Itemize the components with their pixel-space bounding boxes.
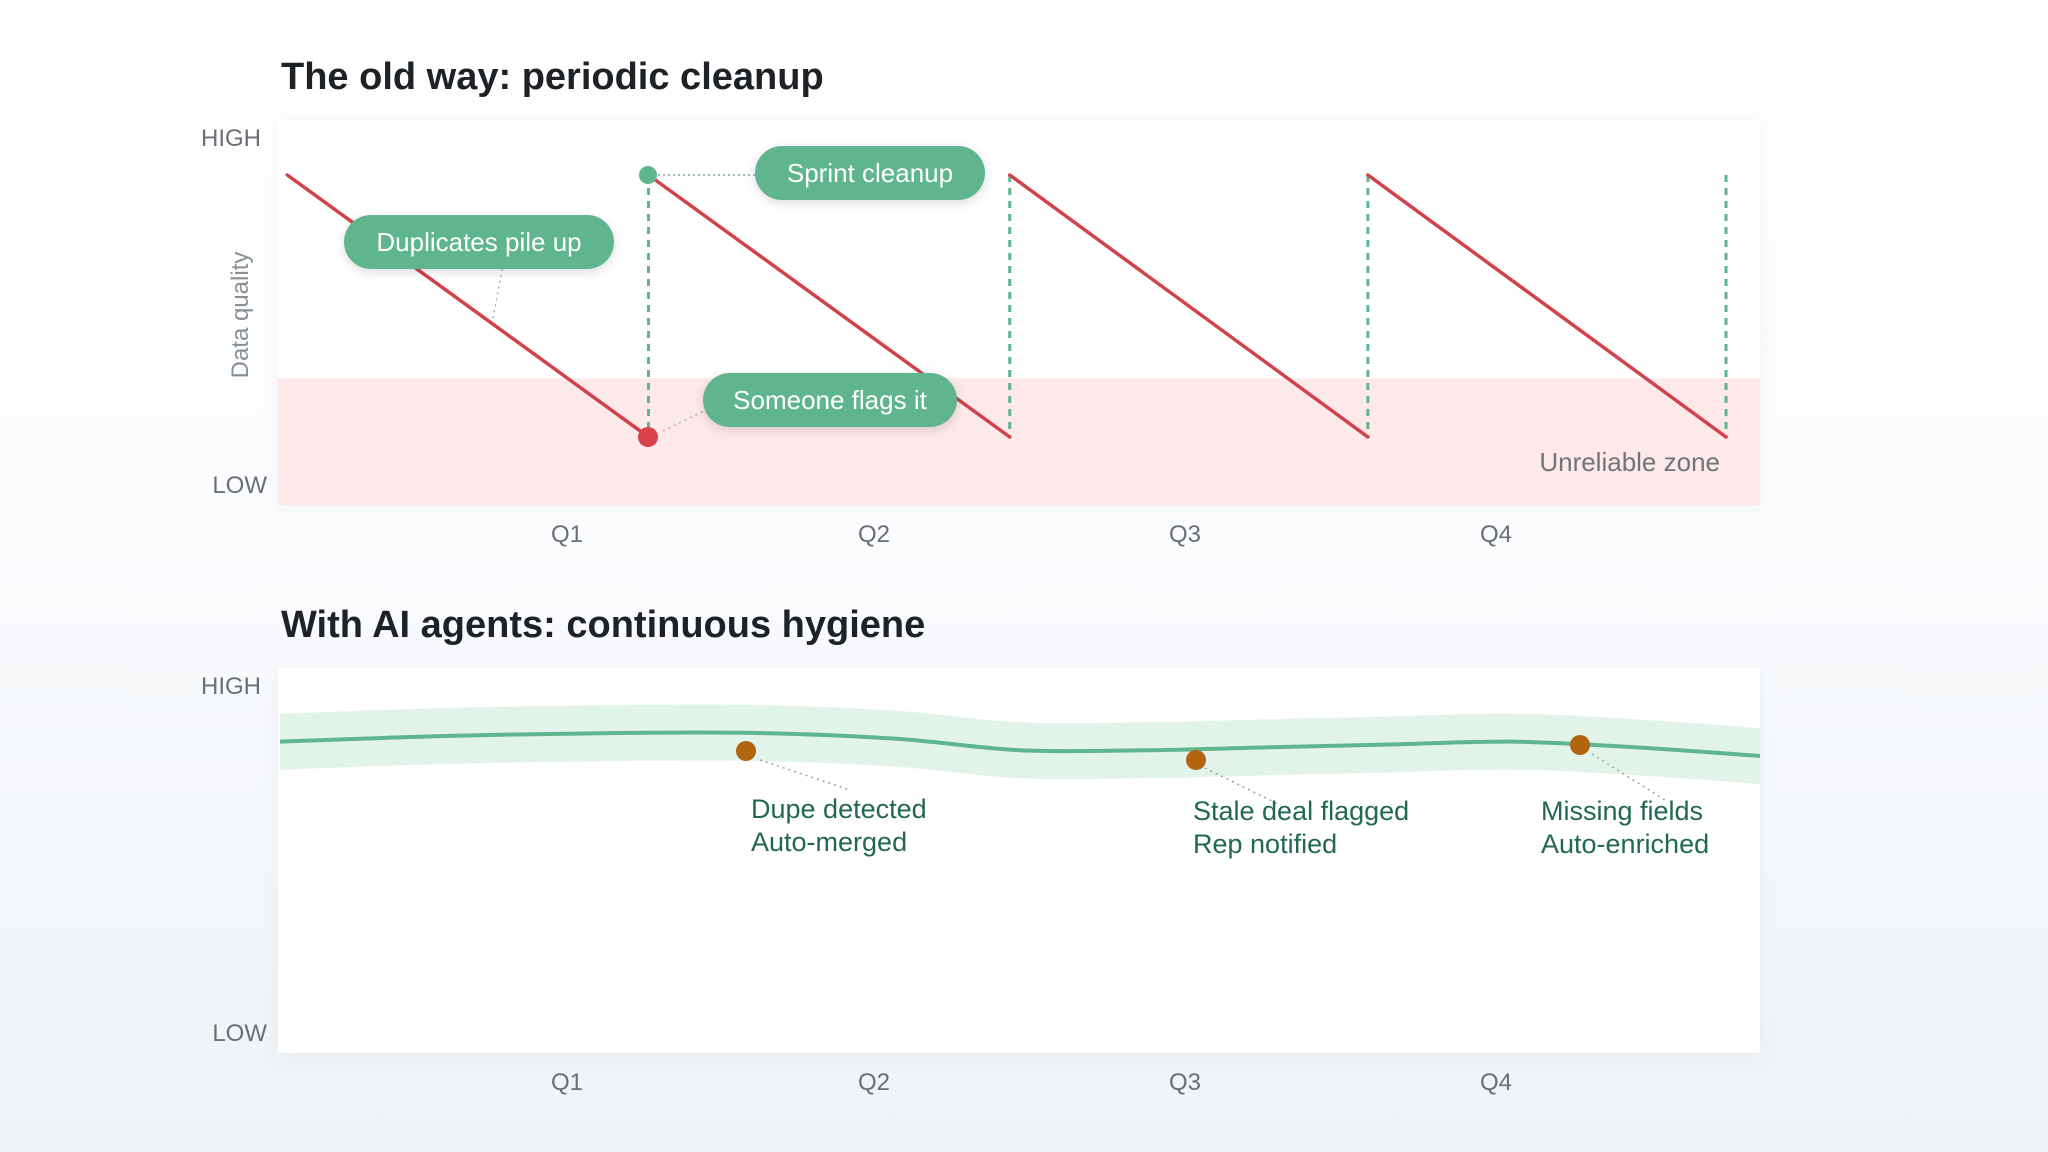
callout-sprint: Sprint cleanup xyxy=(755,146,985,200)
event-dot-3 xyxy=(1570,735,1590,755)
event-line1-1: Dupe detected xyxy=(751,794,927,824)
callout-flags: Someone flags it xyxy=(703,373,957,427)
chart-ai-agents: With AI agents: continuous hygiene HIGH … xyxy=(201,604,1761,1096)
x-tick-q1: Q1 xyxy=(551,521,583,548)
x-tick-q2: Q2 xyxy=(858,1069,890,1096)
sprint-cleanup-dot xyxy=(639,166,657,184)
event-dot-2 xyxy=(1186,750,1206,770)
x-tick-q3: Q3 xyxy=(1169,521,1201,548)
chart1-y-low: LOW xyxy=(212,472,267,499)
unreliable-zone-label: Unreliable zone xyxy=(1539,447,1720,477)
event-line2-1: Auto-merged xyxy=(751,827,907,857)
event-leader-3 xyxy=(1591,753,1666,801)
flag-low-dot xyxy=(638,427,658,447)
chart1-y-high: HIGH xyxy=(201,125,261,152)
event-line2-3: Auto-enriched xyxy=(1541,829,1709,859)
chart2-y-low: LOW xyxy=(212,1020,267,1047)
chart-old-way: The old way: periodic cleanup HIGH LOW D… xyxy=(201,56,1760,548)
chart1-title: The old way: periodic cleanup xyxy=(281,56,824,98)
chart2-x-ticks: Q1 Q2 Q3 Q4 xyxy=(551,1069,1512,1096)
decline-segment-4 xyxy=(1366,173,1728,439)
decline-segment-1 xyxy=(285,173,651,439)
callout-sprint-label: Sprint cleanup xyxy=(787,158,953,188)
x-tick-q4: Q4 xyxy=(1480,521,1512,548)
chart2-y-high: HIGH xyxy=(201,673,261,700)
event-leader-2 xyxy=(1204,767,1281,806)
event-leader-1 xyxy=(759,759,851,791)
leader-flags xyxy=(662,409,707,432)
event-line1-2: Stale deal flagged xyxy=(1193,796,1409,826)
quality-line xyxy=(279,730,1761,758)
x-tick-q3: Q3 xyxy=(1169,1069,1201,1096)
x-tick-q1: Q1 xyxy=(551,1069,583,1096)
x-tick-q4: Q4 xyxy=(1480,1069,1512,1096)
quality-decline-series xyxy=(285,173,1728,439)
decline-segment-3 xyxy=(1007,173,1370,439)
callout-duplicates: Duplicates pile up xyxy=(344,215,614,269)
chart1-ylabel: Data quality xyxy=(227,252,254,379)
callout-flags-label: Someone flags it xyxy=(733,385,927,415)
chart2-title: With AI agents: continuous hygiene xyxy=(281,604,925,646)
unreliable-zone xyxy=(278,378,1760,505)
callout-duplicates-label: Duplicates pile up xyxy=(376,227,581,257)
event-dot-1 xyxy=(736,741,756,761)
chart1-x-ticks: Q1 Q2 Q3 Q4 xyxy=(551,521,1512,548)
x-tick-q2: Q2 xyxy=(858,521,890,548)
quality-band xyxy=(280,704,1760,784)
cleanup-markers xyxy=(647,175,1728,437)
event-line1-3: Missing fields xyxy=(1541,796,1703,826)
event-line2-2: Rep notified xyxy=(1193,829,1337,859)
